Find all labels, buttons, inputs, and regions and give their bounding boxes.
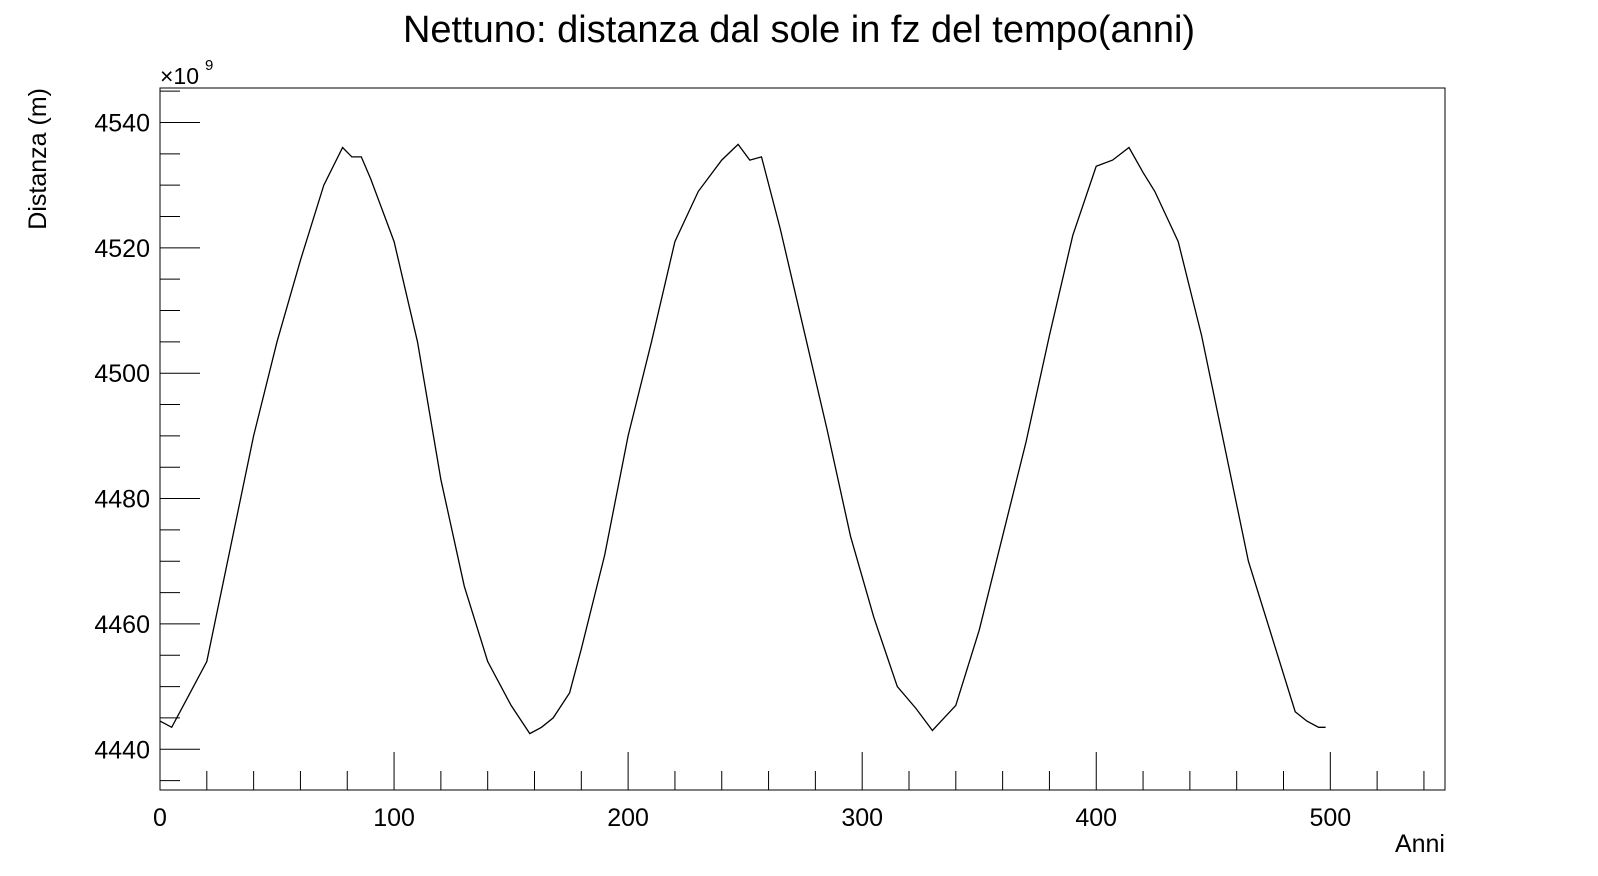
y-tick-label: 4540 bbox=[94, 109, 150, 137]
y-tick-label: 4500 bbox=[94, 360, 150, 388]
x-tick-label: 500 bbox=[1309, 804, 1351, 832]
y-tick-label: 4460 bbox=[94, 611, 150, 639]
y-tick-label: 4480 bbox=[94, 486, 150, 514]
y-axis-ticks: 4440 4460 4480 4500 4520 4540 bbox=[94, 90, 200, 782]
x-tick-label: 0 bbox=[153, 804, 167, 832]
x-tick-label: 100 bbox=[373, 804, 415, 832]
y-multiplier-base: ×10 bbox=[160, 63, 199, 89]
y-tick-label: 4520 bbox=[94, 235, 150, 263]
x-tick-label: 300 bbox=[841, 804, 883, 832]
y-axis-label: Distanza (m) bbox=[24, 88, 52, 230]
series-line bbox=[159, 143, 1326, 735]
x-axis-label: Anni bbox=[1395, 830, 1445, 858]
y-multiplier: ×10 9 bbox=[160, 57, 213, 89]
chart-title: Nettuno: distanza dal sole in fz del tem… bbox=[403, 9, 1195, 51]
y-multiplier-exponent: 9 bbox=[205, 57, 213, 74]
x-axis-ticks: 0 100 200 300 400 500 bbox=[153, 752, 1425, 832]
x-tick-label: 400 bbox=[1075, 804, 1117, 832]
x-tick-label: 200 bbox=[607, 804, 649, 832]
y-tick-label: 4440 bbox=[94, 736, 150, 764]
plot-frame bbox=[159, 87, 1446, 791]
